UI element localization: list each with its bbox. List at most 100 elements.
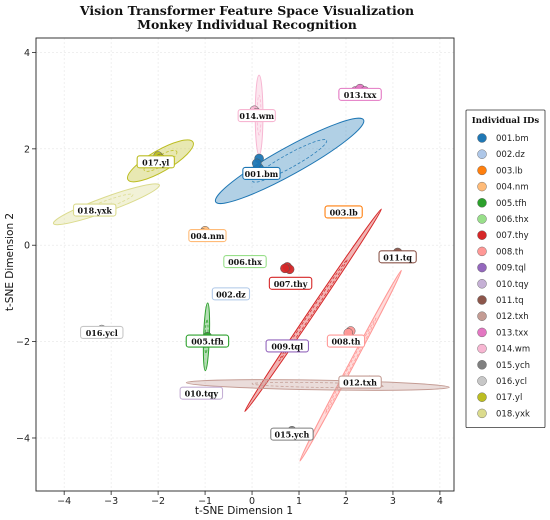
legend-item-018.yxk: 018.yxk [477, 408, 530, 419]
legend-text: 002.dz [496, 150, 525, 160]
label-text: 007.thy [274, 279, 308, 289]
label-text: 013.txx [344, 90, 377, 100]
legend-text: 006.thx [496, 215, 529, 225]
legend-text: 017.yl [496, 393, 522, 403]
label-box [223, 255, 267, 269]
y-tick-label: 4 [24, 48, 30, 59]
confidence-ellipse-012.txh [185, 379, 450, 391]
ellipse-inner [251, 381, 384, 389]
legend-marker [477, 181, 487, 192]
label-text: 006.thx [228, 257, 262, 267]
x-tick-label: −2 [151, 496, 165, 507]
legend-item-011.tq: 011.tq [477, 295, 524, 306]
legend-text: 011.tq [496, 296, 524, 306]
label-text: 009.tql [271, 341, 303, 351]
legend-text: 008.th [496, 247, 524, 257]
legend-item-017.yl: 017.yl [477, 392, 522, 403]
legend-item-008.th: 008.th [477, 246, 524, 257]
legend-marker [477, 408, 487, 419]
label-text: 012.txh [343, 378, 377, 388]
x-tick-label: −3 [104, 496, 118, 507]
legend-item-014.wm: 014.wm [477, 343, 530, 355]
chart-title: Vision Transformer Feature Space Visuali… [79, 3, 414, 18]
legend-item-006.thx: 006.thx [477, 214, 529, 225]
y-tick-label: 2 [24, 144, 30, 155]
ellipse-outer [214, 117, 365, 205]
legend-item-015.ych: 015.ych [477, 360, 530, 371]
legend-marker [477, 149, 487, 159]
legend-item-004.nm: 004.nm [477, 181, 529, 193]
label-box [338, 87, 382, 101]
x-tick-label: 2 [343, 496, 349, 507]
point-label-016.ycl: 016.ycl [80, 325, 124, 339]
x-tick-label: 4 [437, 496, 443, 507]
point-label-004.nm: 004.nm [188, 229, 227, 243]
legend-marker [477, 279, 487, 289]
label-text: 008.th [331, 337, 360, 347]
point-label-006.thx: 006.thx [223, 255, 267, 269]
legend-item-005.tfh: 005.tfh [477, 198, 527, 209]
legend-marker [477, 214, 487, 224]
legend-text: 007.thy [496, 231, 529, 241]
legend-item-012.txh: 012.txh [477, 311, 529, 322]
legend-item-003.lb: 003.lb [477, 165, 523, 176]
label-box [185, 334, 230, 348]
point-label-007.thy: 007.thy [268, 276, 313, 290]
y-tick-label: 0 [24, 241, 30, 252]
y-tick-label: −2 [16, 337, 30, 348]
legend-text: 001.bm [496, 134, 529, 144]
label-box [268, 276, 313, 290]
ellipse-inner [252, 139, 328, 183]
label-text: 014.wm [239, 111, 274, 121]
point-label-005.tfh: 005.tfh [185, 334, 230, 348]
point-label-010.tqy: 010.tqy [179, 386, 224, 400]
plot-area: −4 −3 −2 −1 0 1 2 3 4 −4 −2 0 2 4 001.bm 002.dz 003.lb 00… [16, 37, 455, 507]
x-tick-label: −1 [198, 496, 212, 507]
legend-text: 005.tfh [496, 199, 527, 209]
legend-title: Individual IDs [472, 116, 540, 126]
legend-marker [477, 343, 487, 354]
ellipse-inner [278, 259, 348, 362]
legend-marker [477, 360, 487, 370]
point-007.thy [280, 263, 290, 274]
legend-marker [477, 311, 487, 321]
legend-marker [477, 133, 487, 143]
legend-item-009.tql: 009.tql [477, 262, 526, 274]
label-text: 001.bm [245, 169, 279, 179]
point-label-015.ych: 015.ych [270, 427, 314, 441]
plot-frame [35, 37, 455, 492]
label-box [270, 427, 314, 441]
legend-text: 014.wm [496, 345, 530, 355]
label-box [211, 287, 251, 301]
legend-text: 015.ych [496, 361, 530, 371]
label-text: 010.tqy [185, 389, 219, 399]
confidence-ellipse-001.bm [214, 117, 365, 205]
legend-text: 009.tql [496, 264, 526, 274]
confidence-ellipse-007.thy [244, 208, 382, 413]
label-text: 011.tq [383, 252, 412, 262]
label-box [80, 325, 124, 339]
x-tick-label: 0 [249, 496, 255, 507]
y-axis-label: t-SNE Dimension 2 [4, 213, 16, 311]
legend-marker [477, 262, 487, 273]
label-text: 005.tfh [191, 337, 224, 347]
legend-text: 012.txh [496, 312, 529, 322]
point-label-014.wm: 014.wm [237, 109, 276, 123]
x-tick-label: −4 [57, 496, 71, 507]
label-text: 018.yxk [77, 206, 112, 216]
point-label-009.tql: 009.tql [265, 339, 310, 353]
label-text: 015.ych [275, 430, 310, 440]
point-label-001.bm: 001.bm [242, 166, 281, 180]
legend-marker [477, 230, 487, 240]
legend-marker [477, 165, 487, 176]
label-text: 003.lb [330, 207, 359, 217]
legend-text: 003.lb [496, 166, 523, 176]
legend-item-001.bm: 001.bm [477, 133, 529, 144]
label-text: 002.dz [216, 289, 246, 299]
point-label-011.tq: 011.tq [378, 250, 417, 264]
label-box [324, 205, 363, 219]
legend-item-016.ycl: 016.ycl [477, 376, 527, 387]
y-tick-label: −4 [16, 433, 30, 444]
label-box [179, 386, 224, 400]
